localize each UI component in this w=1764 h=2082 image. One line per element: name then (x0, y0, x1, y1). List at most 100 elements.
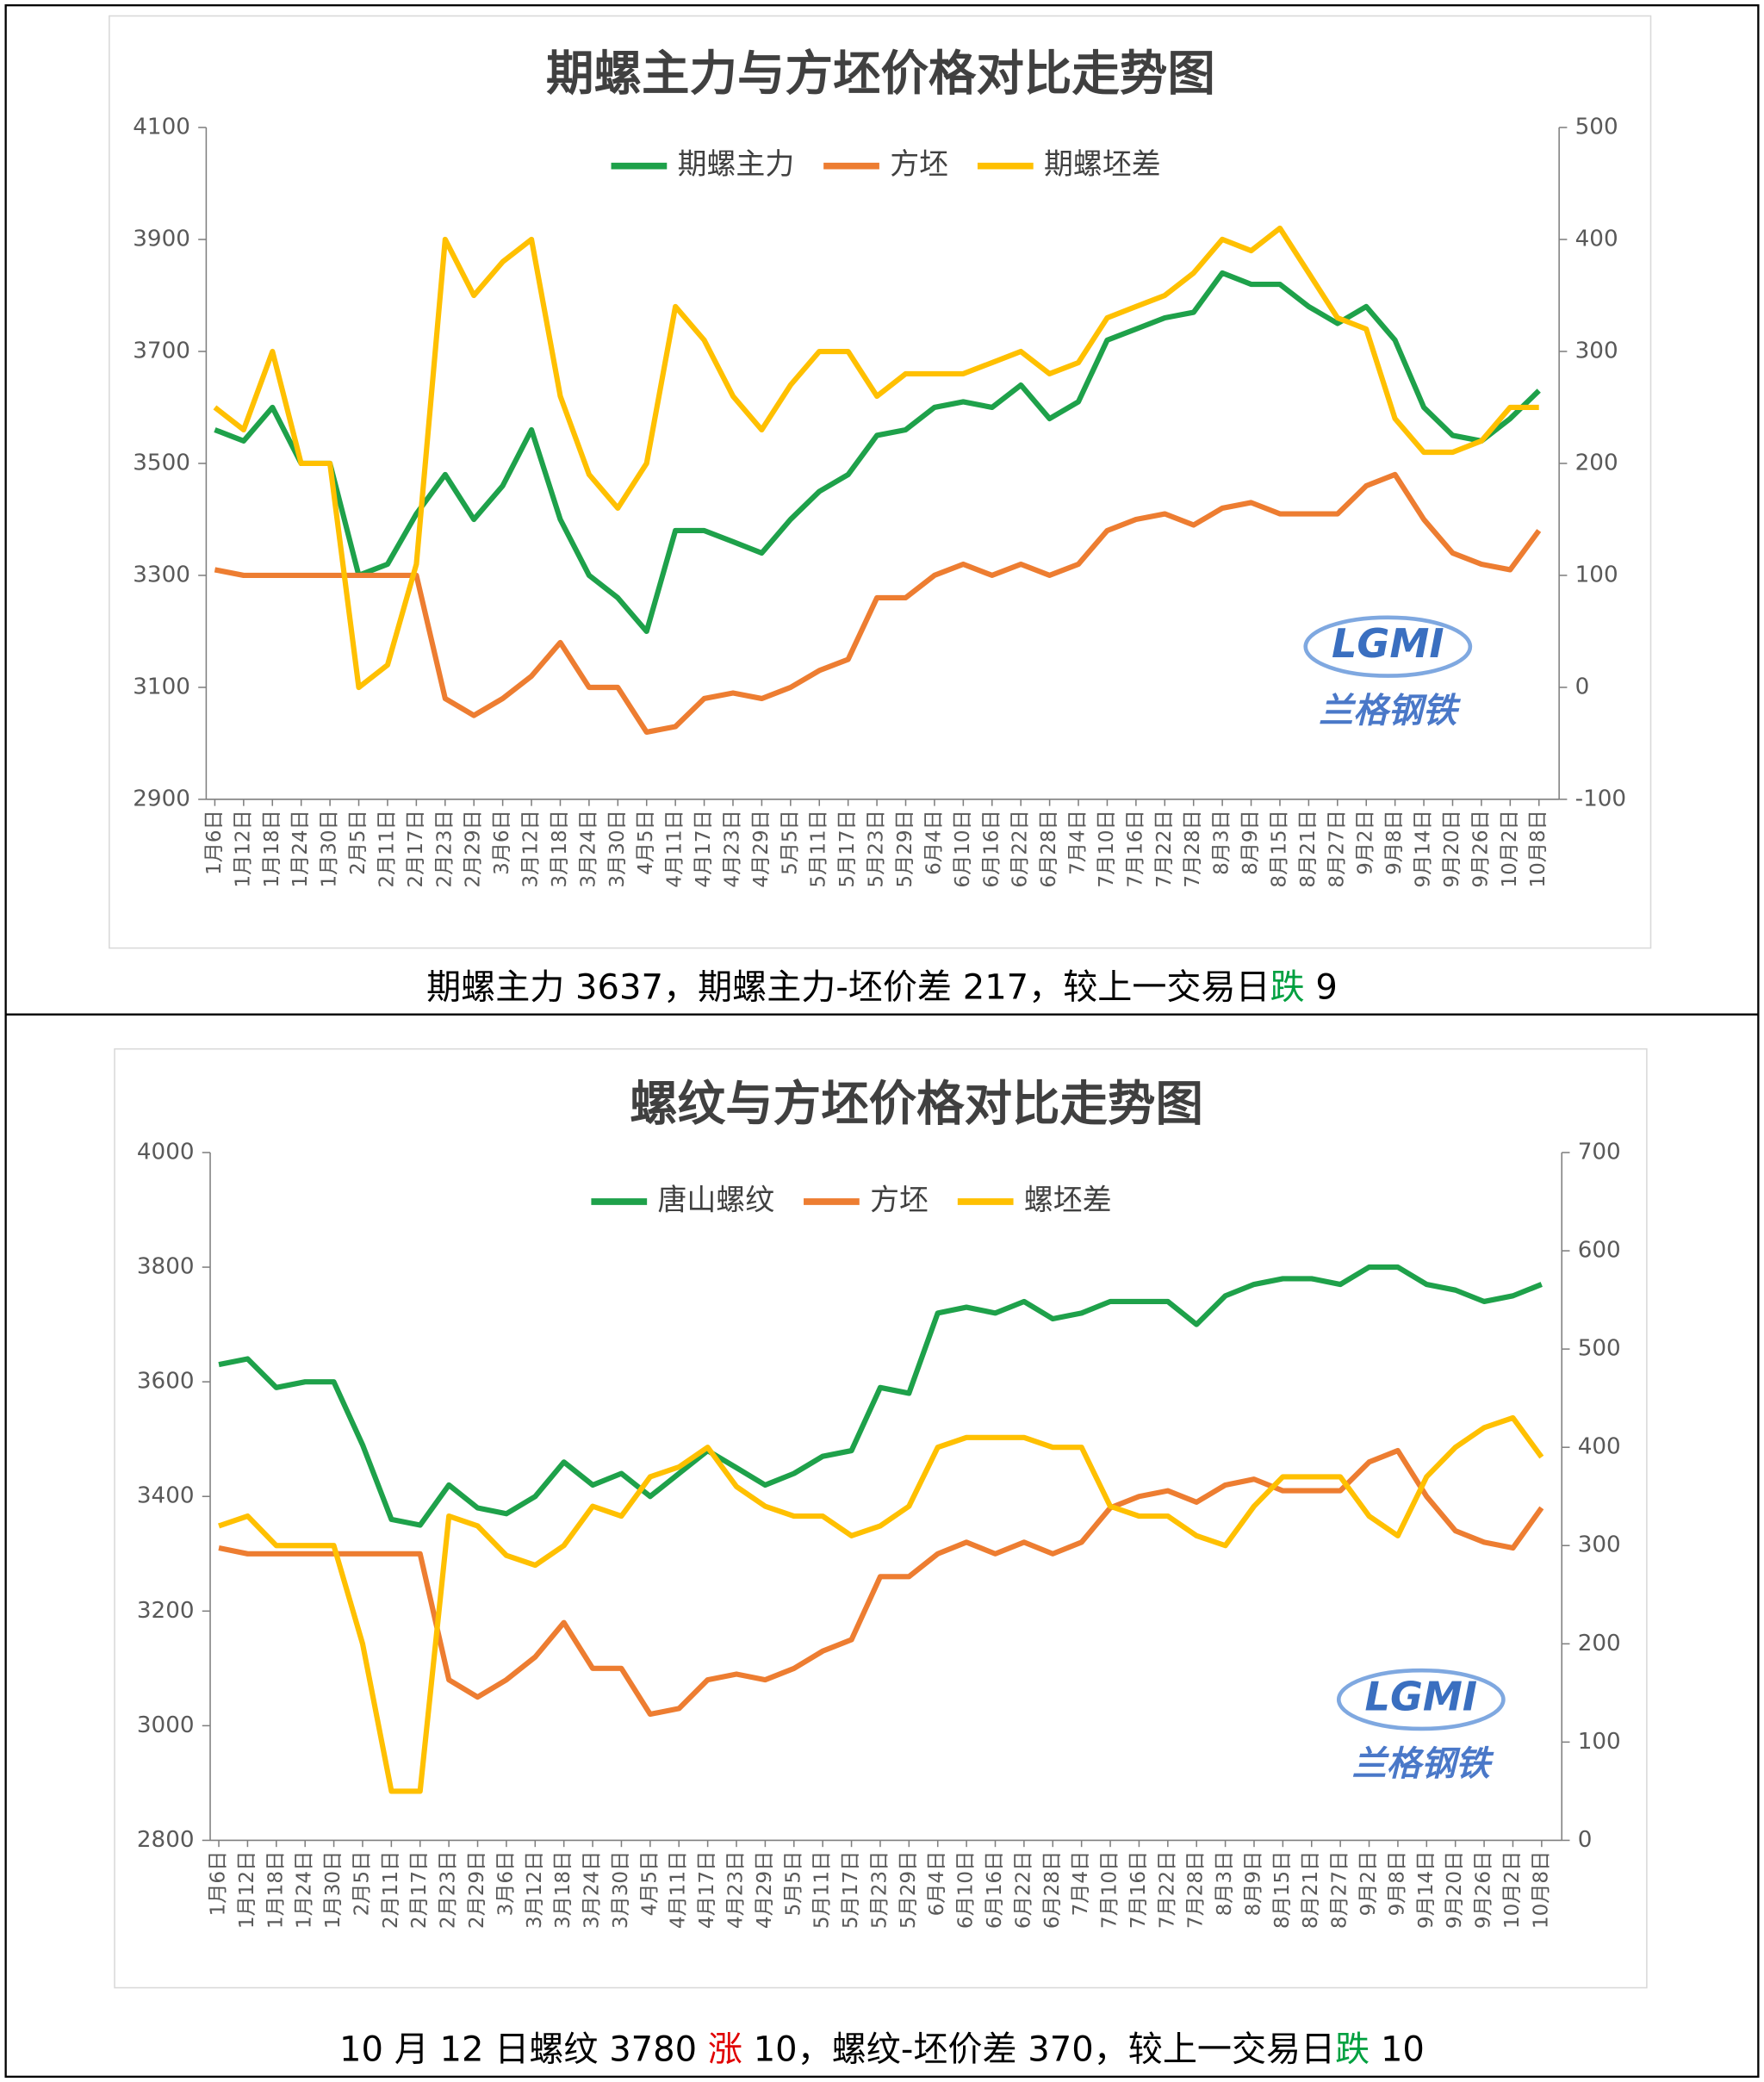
x-tick-label: 9月14日 (1413, 810, 1435, 887)
x-tick-label: 9月26日 (1473, 1851, 1495, 1929)
y2-tick-label: 200 (1578, 1631, 1621, 1656)
x-tick-label: 2月11日 (380, 1851, 402, 1929)
series-line (214, 471, 1542, 736)
x-tick-label: 1月30日 (319, 810, 341, 887)
legend-label: 螺坯差 (1024, 1184, 1112, 1217)
x-tick-label: 8月3日 (1211, 810, 1233, 875)
x-tick-label: 8月15日 (1268, 810, 1290, 887)
x-tick-label: 6月22日 (1009, 810, 1032, 887)
x-tick-label: 4月17日 (696, 1851, 718, 1929)
chart-frame (114, 1047, 1648, 1989)
x-tick-label: 1月12日 (236, 1851, 258, 1929)
x-tick-label: 6月22日 (1012, 1851, 1034, 1929)
y-tick-label: 3100 (133, 674, 190, 699)
x-tick-label: 3月30日 (610, 1851, 632, 1929)
caption: 10 月 12 日螺纹 3780 涨 10，螺纹-坯价差 370，较上一交易日跌… (339, 2030, 1425, 2070)
legend-label: 方坯 (890, 147, 948, 181)
x-tick-label: 1月24日 (294, 1851, 316, 1929)
x-tick-label: 4月23日 (725, 1851, 748, 1929)
x-tick-label: 8月3日 (1214, 1851, 1236, 1917)
y2-tick-label: 100 (1578, 1729, 1621, 1755)
y2-tick-label: 100 (1575, 562, 1618, 587)
y2-tick-label: 500 (1578, 1336, 1621, 1362)
caption-part: 期螺主力 3637，期螺主力-坯价差 217，较上一交易日 (426, 967, 1270, 1007)
caption-part: 跌 (1335, 2030, 1370, 2070)
x-tick-label: 9月20日 (1444, 1851, 1466, 1929)
x-tick-label: 9月20日 (1441, 810, 1463, 887)
x-tick-label: 5月29日 (898, 1851, 920, 1929)
x-tick-label: 2月17日 (408, 1851, 431, 1929)
y2-tick-label: 0 (1578, 1827, 1593, 1853)
x-tick-label: 1月6日 (203, 810, 226, 875)
y2-tick-label: 500 (1575, 114, 1618, 140)
chart-frame (109, 15, 1652, 949)
x-tick-label: 1月6日 (208, 1851, 230, 1917)
y-tick-label: 4100 (133, 114, 190, 140)
series-line (218, 1447, 1544, 1718)
x-tick-label: 5月11日 (811, 1851, 834, 1929)
x-tick-label: 3月6日 (491, 810, 513, 875)
x-tick-label: 6月28日 (1041, 1851, 1064, 1929)
y2-tick-label: 600 (1578, 1238, 1621, 1264)
x-tick-label: 2月11日 (376, 810, 398, 887)
x-tick-label: 3月12日 (520, 810, 543, 887)
x-tick-label: 7月10日 (1099, 1851, 1121, 1929)
x-tick-label: 10月8日 (1530, 1851, 1552, 1929)
watermark-logo (1303, 615, 1473, 678)
x-tick-label: 3月30日 (606, 810, 629, 887)
series-line (218, 1264, 1543, 1528)
x-tick-label: 7月22日 (1153, 810, 1176, 887)
x-tick-label: 8月21日 (1297, 810, 1320, 887)
chart-title: 螺纹与方坯价格对比走势图 (630, 1077, 1203, 1133)
x-tick-label: 3月18日 (552, 1851, 575, 1929)
caption-part: 涨 (708, 2030, 742, 2070)
x-tick-label: 6月4日 (926, 1851, 948, 1917)
caption-part: 9 (1305, 967, 1338, 1007)
x-tick-label: 9月2日 (1355, 810, 1377, 875)
x-tick-label: 2月29日 (466, 1851, 488, 1929)
y2-tick-label: 400 (1578, 1434, 1621, 1460)
x-tick-label: 9月8日 (1386, 1851, 1408, 1917)
y-tick-label: 3800 (137, 1254, 195, 1280)
caption-part: 10，螺纹-坯价差 370，较上一交易日 (742, 2030, 1335, 2070)
caption: 期螺主力 3637，期螺主力-坯价差 217，较上一交易日跌 9 (426, 967, 1338, 1007)
x-tick-label: 6月4日 (922, 810, 945, 875)
y-tick-label: 3200 (137, 1598, 195, 1624)
outer-border (4, 4, 1760, 2078)
chart-title: 期螺主力与方坯价格对比走势图 (546, 47, 1215, 103)
x-tick-label: 1月24日 (289, 810, 312, 887)
y-tick-label: 2900 (133, 786, 190, 811)
x-tick-label: 7月4日 (1067, 810, 1090, 875)
x-tick-label: 2月23日 (433, 810, 456, 887)
x-tick-label: 2月5日 (347, 810, 370, 875)
x-tick-label: 8月27日 (1326, 810, 1348, 887)
x-tick-label: 3月24日 (581, 1851, 604, 1929)
x-tick-label: 1月18日 (264, 1851, 287, 1929)
caption-part: 跌 (1270, 967, 1305, 1007)
y-tick-label: 4000 (137, 1139, 195, 1165)
x-tick-label: 7月16日 (1127, 1851, 1150, 1929)
legend-label: 方坯 (870, 1184, 929, 1217)
y2-tick-label: 400 (1575, 226, 1618, 252)
x-tick-label: 5月5日 (779, 810, 801, 875)
watermark-text: LGMI (1365, 1674, 1478, 1720)
x-tick-label: 6月16日 (984, 1851, 1006, 1929)
watermark-text: 兰格钢铁 (1352, 1744, 1494, 1784)
watermark-text: LGMI (1332, 620, 1444, 667)
x-tick-label: 3月6日 (494, 1851, 517, 1917)
legend-label: 唐山螺纹 (657, 1184, 774, 1217)
x-tick-label: 2月23日 (438, 1851, 460, 1929)
x-tick-label: 9月14日 (1415, 1851, 1438, 1929)
x-tick-label: 4月5日 (638, 1851, 661, 1917)
y2-tick-label: -100 (1575, 786, 1626, 811)
x-tick-label: 8月9日 (1239, 810, 1262, 875)
caption-part: 10 月 12 日螺纹 3780 (339, 2030, 708, 2070)
y-tick-label: 3700 (133, 338, 190, 364)
x-tick-label: 10月2日 (1501, 1851, 1524, 1929)
x-tick-label: 8月15日 (1271, 1851, 1294, 1929)
x-tick-label: 4月5日 (635, 810, 657, 875)
x-tick-label: 5月23日 (866, 810, 888, 887)
x-tick-label: 7月10日 (1096, 810, 1118, 887)
x-tick-label: 6月16日 (980, 810, 1003, 887)
x-tick-label: 5月29日 (894, 810, 916, 887)
